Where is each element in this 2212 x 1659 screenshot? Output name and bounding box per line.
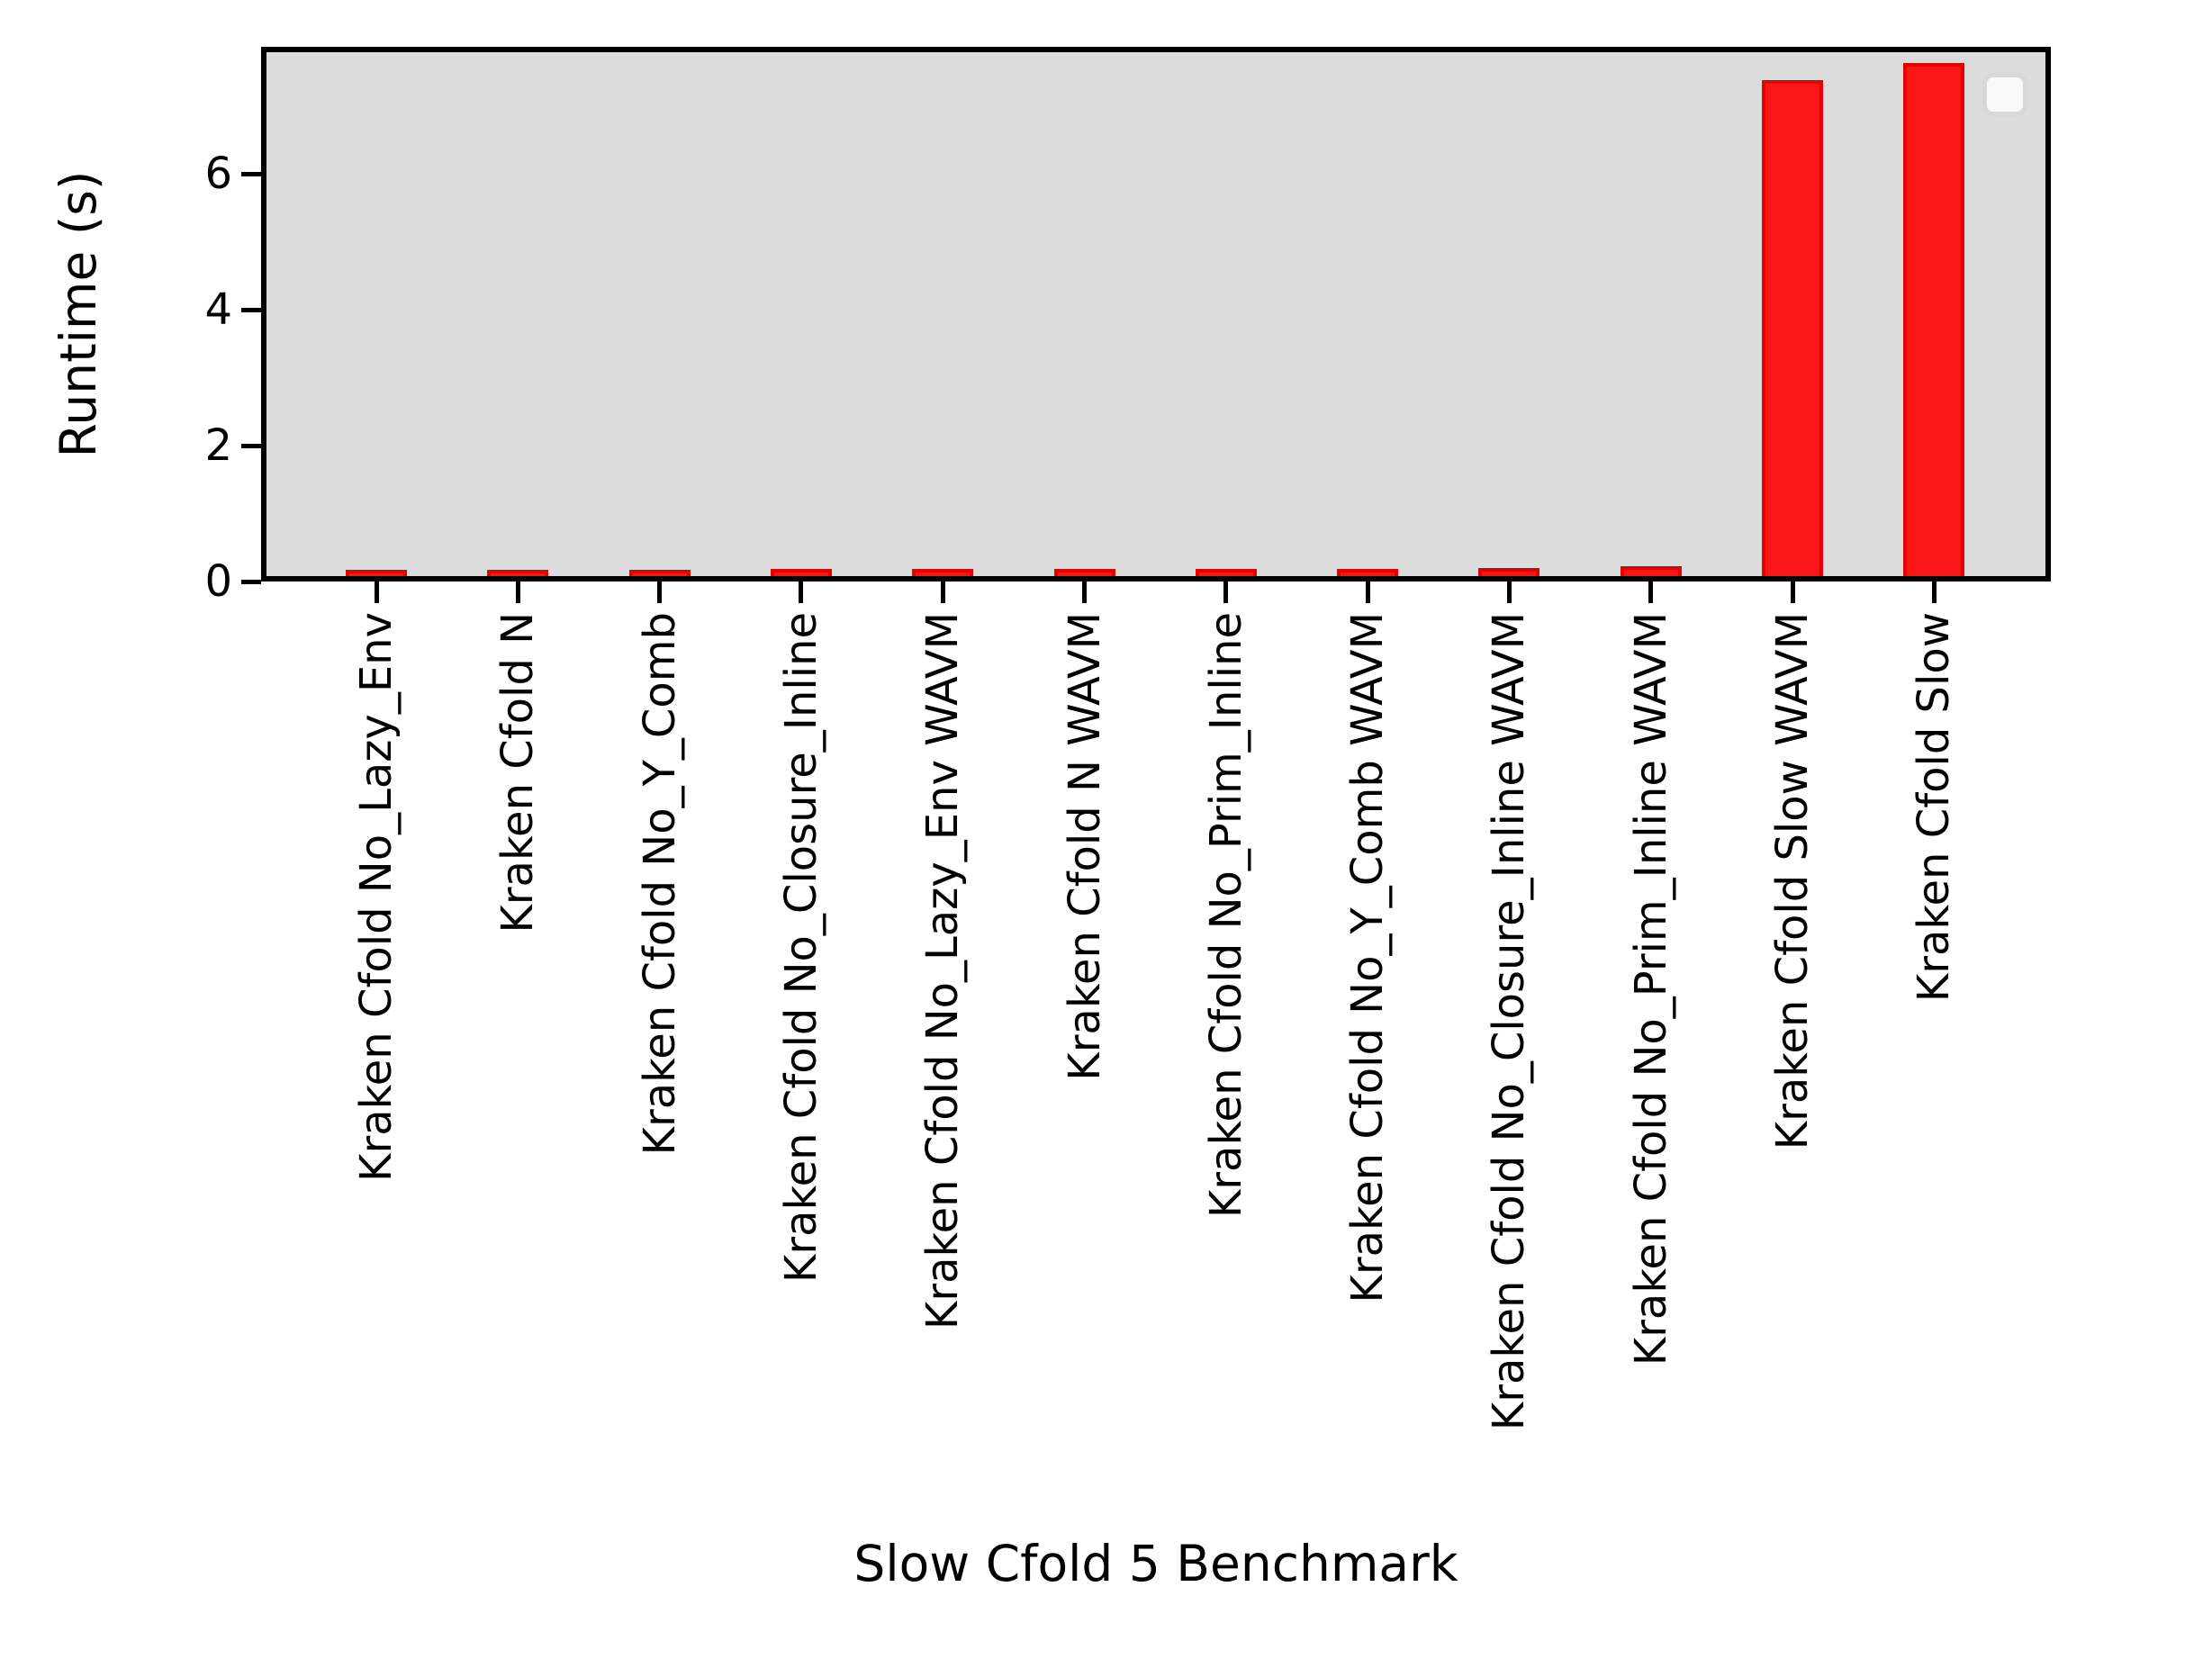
bar	[1053, 569, 1115, 576]
y-tick-label: 4	[204, 284, 232, 335]
x-tick-mark	[515, 582, 520, 603]
x-tick-mark	[1365, 582, 1370, 603]
x-tick-label: Kraken Cfold No_Y_Comb	[634, 612, 685, 1156]
bar	[1903, 63, 1965, 576]
bar	[770, 569, 832, 576]
x-tick-label: Kraken Cfold No_Lazy_Env WAVM	[917, 612, 969, 1330]
bar	[1337, 569, 1399, 576]
bar	[628, 570, 691, 576]
bar	[1478, 568, 1540, 576]
x-tick-mark	[1082, 582, 1087, 603]
x-tick-label: Kraken Cfold Slow WAVM	[1767, 612, 1818, 1150]
bar	[1195, 569, 1257, 576]
x-tick-label: Kraken Cfold No_Prim_Inline WAVM	[1625, 612, 1676, 1366]
y-tick-label: 6	[204, 149, 232, 199]
bar	[1762, 80, 1823, 576]
y-tick-mark	[241, 579, 261, 584]
legend-box	[1982, 73, 2027, 116]
bar	[912, 569, 974, 576]
bar	[1620, 566, 1682, 576]
x-tick-mark	[1223, 582, 1229, 603]
bar	[346, 570, 407, 576]
x-tick-mark	[657, 582, 663, 603]
x-tick-mark	[1648, 582, 1654, 603]
x-tick-label: Kraken Cfold No_Lazy_Env	[351, 612, 402, 1182]
x-tick-mark	[1931, 582, 1937, 603]
x-tick-mark	[940, 582, 945, 603]
bar	[487, 570, 549, 576]
y-tick-mark	[241, 171, 261, 176]
x-tick-mark	[1790, 582, 1795, 603]
x-tick-label: Kraken Cfold No_Closure_Inline WAVM	[1484, 612, 1535, 1431]
x-tick-label: Kraken Cfold N	[492, 612, 544, 933]
y-tick-mark	[241, 307, 261, 312]
x-tick-label: Kraken Cfold Slow	[1909, 612, 1960, 1003]
x-axis-label: Slow Cfold 5 Benchmark	[853, 1535, 1458, 1592]
x-tick-mark	[799, 582, 804, 603]
x-tick-label: Kraken Cfold No_Y_Comb WAVM	[1342, 612, 1394, 1303]
y-tick-label: 2	[204, 420, 232, 471]
y-tick-mark	[241, 443, 261, 448]
y-axis-label: Runtime (s)	[50, 170, 107, 458]
x-tick-mark	[1506, 582, 1512, 603]
x-tick-mark	[374, 582, 379, 603]
y-tick-label: 0	[204, 556, 232, 607]
x-tick-label: Kraken Cfold No_Closure_Inline	[775, 612, 826, 1284]
x-tick-label: Kraken Cfold N WAVM	[1059, 612, 1110, 1081]
plot-area	[261, 47, 2051, 582]
x-tick-label: Kraken Cfold No_Prim_Inline	[1200, 612, 1251, 1219]
